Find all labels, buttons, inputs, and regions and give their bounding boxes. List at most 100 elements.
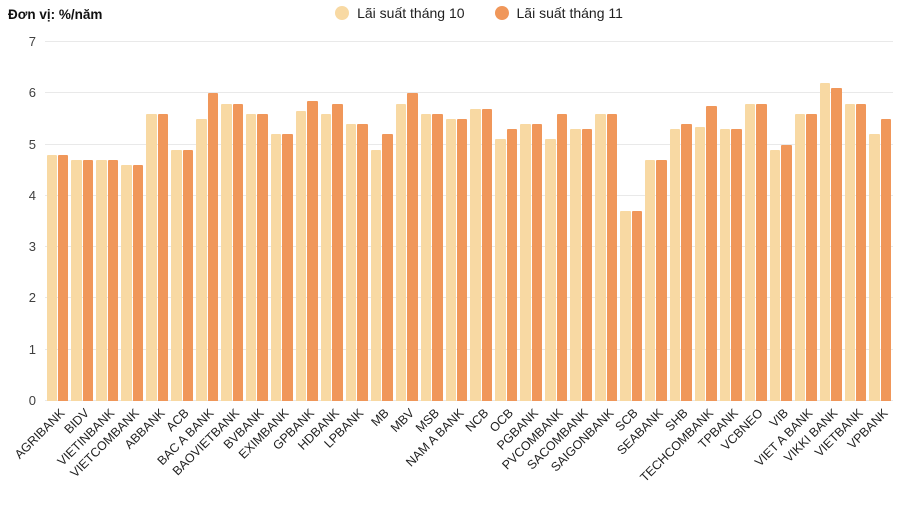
chart-legend: Lãi suất tháng 10 Lãi suất tháng 11 — [0, 5, 900, 21]
bar-lãi-suất-tháng-11-agribank[interactable] — [57, 154, 69, 401]
y-tick-label-6: 6 — [28, 85, 36, 101]
bar-lãi-suất-tháng-11-vietcombank[interactable] — [132, 165, 144, 401]
bar-lãi-suất-tháng-11-vietinbank[interactable] — [107, 159, 119, 401]
bar-lãi-suất-tháng-11-seabank[interactable] — [656, 159, 667, 401]
bar-group-baovietbank — [220, 42, 245, 401]
legend-dot-month-11-icon — [494, 6, 509, 20]
bar-lãi-suất-tháng-10-baovietbank[interactable] — [221, 103, 232, 401]
bar-lãi-suất-tháng-11-ncb[interactable] — [481, 108, 493, 401]
bar-lãi-suất-tháng-11-hdbank[interactable] — [332, 103, 343, 401]
bar-lãi-suất-tháng-11-viet-a-bank[interactable] — [806, 113, 817, 401]
bar-lãi-suất-tháng-11-eximbank[interactable] — [282, 134, 293, 401]
bar-lãi-suất-tháng-11-abbank[interactable] — [157, 113, 169, 401]
bar-lãi-suất-tháng-11-mb[interactable] — [382, 134, 393, 401]
y-tick-label-4: 4 — [28, 187, 36, 203]
bar-lãi-suất-tháng-11-sacombank[interactable] — [581, 129, 593, 401]
bar-lãi-suất-tháng-10-pvcombank[interactable] — [545, 139, 556, 401]
bar-group-bidv — [70, 42, 95, 401]
bar-lãi-suất-tháng-11-nam-a-bank[interactable] — [456, 118, 468, 401]
bar-lãi-suất-tháng-10-agribank[interactable] — [46, 154, 57, 401]
bar-lãi-suất-tháng-11-saigonbank[interactable] — [606, 113, 618, 401]
bar-lãi-suất-tháng-10-eximbank[interactable] — [270, 134, 282, 401]
gridline-6 — [45, 92, 893, 94]
bar-lãi-suất-tháng-11-bac-a-bank[interactable] — [207, 93, 219, 401]
bar-lãi-suất-tháng-10-seabank[interactable] — [645, 159, 656, 401]
bar-lãi-suất-tháng-10-ocb[interactable] — [495, 139, 506, 401]
gridline-7 — [45, 41, 893, 42]
bar-lãi-suất-tháng-11-lpbank[interactable] — [357, 124, 368, 401]
y-tick-label-1: 1 — [28, 341, 36, 357]
bar-lãi-suất-tháng-10-saigonbank[interactable] — [595, 113, 606, 401]
bar-lãi-suất-tháng-11-acb[interactable] — [182, 149, 194, 401]
bar-lãi-suất-tháng-11-vietbank[interactable] — [855, 103, 867, 401]
bar-lãi-suất-tháng-11-bidv[interactable] — [82, 159, 94, 401]
bar-group-saigonbank — [594, 42, 619, 401]
bar-lãi-suất-tháng-10-sacombank[interactable] — [570, 129, 581, 401]
bar-lãi-suất-tháng-10-hdbank[interactable] — [320, 113, 332, 401]
bar-lãi-suất-tháng-10-tpbank[interactable] — [719, 129, 731, 401]
bar-lãi-suất-tháng-11-msb[interactable] — [432, 113, 443, 401]
bar-lãi-suất-tháng-11-pgbank[interactable] — [531, 124, 543, 401]
bar-lãi-suất-tháng-11-vikki-bank[interactable] — [831, 88, 842, 401]
bar-lãi-suất-tháng-11-bvbank[interactable] — [257, 113, 268, 401]
y-tick-label-3: 3 — [28, 239, 36, 255]
y-tick-label-5: 5 — [28, 136, 36, 152]
bar-lãi-suất-tháng-10-abbank[interactable] — [146, 113, 157, 401]
bar-lãi-suất-tháng-11-gpbank[interactable] — [307, 100, 318, 401]
bar-lãi-suất-tháng-11-ocb[interactable] — [506, 129, 518, 401]
bar-group-gpbank — [294, 42, 319, 401]
bar-group-vikki-bank — [818, 42, 843, 401]
bar-lãi-suất-tháng-11-shb[interactable] — [681, 124, 692, 401]
bar-lãi-suất-tháng-10-vietinbank[interactable] — [96, 159, 107, 401]
bar-lãi-suất-tháng-11-vpbank[interactable] — [880, 118, 892, 401]
bar-lãi-suất-tháng-10-vietbank[interactable] — [844, 103, 855, 401]
bar-lãi-suất-tháng-10-nam-a-bank[interactable] — [445, 118, 456, 401]
bar-lãi-suất-tháng-11-tpbank[interactable] — [731, 129, 742, 401]
bar-lãi-suất-tháng-10-acb[interactable] — [171, 149, 182, 401]
bar-lãi-suất-tháng-10-vib[interactable] — [769, 149, 781, 401]
bar-lãi-suất-tháng-10-bvbank[interactable] — [246, 113, 257, 401]
legend-item-month-10[interactable]: Lãi suất tháng 10 — [335, 5, 465, 21]
bar-lãi-suất-tháng-10-lpbank[interactable] — [345, 124, 357, 401]
bar-group-mbv — [394, 42, 419, 401]
bar-lãi-suất-tháng-10-bac-a-bank[interactable] — [196, 118, 207, 401]
legend-item-month-11[interactable]: Lãi suất tháng 11 — [494, 5, 623, 21]
gridline-2 — [45, 297, 893, 299]
bar-lãi-suất-tháng-10-gpbank[interactable] — [295, 111, 307, 401]
bar-lãi-suất-tháng-10-techcombank[interactable] — [694, 126, 706, 401]
unit-label: Đơn vị: %/năm — [8, 7, 103, 22]
bar-lãi-suất-tháng-10-vietcombank[interactable] — [121, 165, 132, 401]
bar-group-ncb — [469, 42, 494, 401]
bar-lãi-suất-tháng-11-vcbneo[interactable] — [756, 103, 767, 401]
x-axis-labels: AGRIBANK BIDV VIETINBANK VIETCOMBANK ABBANK A… — [12, 404, 893, 507]
bar-group-techcombank — [693, 42, 718, 401]
bar-lãi-suất-tháng-11-mbv[interactable] — [407, 93, 418, 401]
bar-group-acb — [170, 42, 195, 401]
bar-lãi-suất-tháng-10-mb[interactable] — [370, 149, 382, 401]
bar-group-agribank — [45, 42, 70, 401]
bar-lãi-suất-tháng-10-ncb[interactable] — [470, 108, 481, 401]
bar-group-seabank — [644, 42, 669, 401]
gridline-4 — [45, 194, 893, 196]
bar-lãi-suất-tháng-11-techcombank[interactable] — [706, 106, 717, 401]
bar-group-sacombank — [569, 42, 594, 401]
bar-group-lpbank — [344, 42, 369, 401]
bar-groups — [45, 42, 893, 401]
bar-group-viet-a-bank — [793, 42, 818, 401]
bar-lãi-suất-tháng-10-mbv[interactable] — [395, 103, 407, 401]
bar-lãi-suất-tháng-10-shb[interactable] — [669, 129, 681, 401]
bar-lãi-suất-tháng-10-scb[interactable] — [620, 211, 631, 401]
bar-lãi-suất-tháng-10-vikki-bank[interactable] — [819, 83, 831, 401]
bar-lãi-suất-tháng-10-vcbneo[interactable] — [744, 103, 756, 401]
bar-lãi-suất-tháng-10-pgbank[interactable] — [520, 124, 531, 401]
bar-lãi-suất-tháng-10-bidv[interactable] — [71, 159, 82, 401]
bar-lãi-suất-tháng-11-scb[interactable] — [631, 211, 642, 401]
legend-label-month-10: Lãi suất tháng 10 — [357, 5, 465, 21]
bar-lãi-suất-tháng-10-viet-a-bank[interactable] — [794, 113, 806, 401]
bar-group-scb — [619, 42, 644, 401]
bar-lãi-suất-tháng-11-pvcombank[interactable] — [556, 113, 568, 401]
bar-lãi-suất-tháng-10-msb[interactable] — [420, 113, 432, 401]
bar-lãi-suất-tháng-11-vib[interactable] — [781, 144, 792, 401]
bar-lãi-suất-tháng-11-baovietbank[interactable] — [232, 103, 243, 401]
bar-lãi-suất-tháng-10-vpbank[interactable] — [869, 134, 880, 401]
